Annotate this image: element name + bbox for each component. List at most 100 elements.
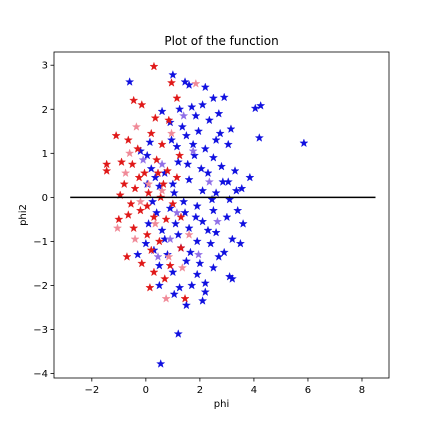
- scatter-point: [157, 185, 167, 195]
- scatter-point: [230, 166, 240, 175]
- scatter-point: [177, 122, 187, 131]
- scatter-point: [172, 172, 182, 182]
- scatter-point: [138, 155, 148, 164]
- scatter-point: [180, 208, 190, 217]
- scatter-point: [177, 263, 187, 272]
- scatter-point: [154, 260, 164, 270]
- scatter-point: [149, 212, 159, 222]
- scatter-point: [149, 61, 159, 71]
- scatter-point: [211, 188, 221, 197]
- scatter-point: [145, 282, 155, 292]
- scatter-point: [200, 144, 210, 153]
- y-tick-label: 0: [42, 193, 48, 204]
- scatter-point: [134, 172, 144, 182]
- scatter-point: [153, 168, 163, 178]
- scatter-point: [219, 247, 229, 257]
- scatter-point: [130, 234, 140, 244]
- scatter-point: [157, 225, 167, 235]
- scatter-point: [165, 260, 175, 270]
- scatter-point: [215, 128, 225, 138]
- scatter-point: [169, 289, 179, 299]
- scatter-point: [154, 280, 164, 290]
- scatter-point: [169, 188, 179, 197]
- scatter-point: [145, 137, 155, 147]
- scatter-point: [193, 126, 204, 136]
- scatter-point: [184, 80, 194, 89]
- scatter-point: [187, 102, 197, 111]
- scatter-point: [175, 282, 185, 292]
- scatter-point: [200, 287, 210, 296]
- scatter-point: [165, 234, 175, 244]
- scatter-point: [183, 159, 193, 169]
- scatter-point: [193, 249, 204, 259]
- scatter-point: [112, 223, 123, 233]
- scatter-point: [123, 210, 133, 219]
- scatter-point: [211, 135, 221, 144]
- scatter-point: [131, 122, 141, 131]
- scatter-point: [203, 168, 213, 178]
- scatter-point: [154, 236, 164, 246]
- scatter-point: [153, 252, 163, 261]
- scatter-point: [203, 225, 213, 235]
- scatter-point: [222, 212, 232, 222]
- scatter-point: [184, 223, 194, 233]
- scatter-point: [192, 201, 202, 211]
- x-tick-label: 4: [251, 385, 257, 396]
- scatter-point: [235, 238, 245, 248]
- scatter-point: [122, 252, 132, 261]
- scatter-point: [198, 185, 208, 195]
- scatter-point: [127, 159, 137, 169]
- scatter-point: [168, 267, 178, 277]
- scatter-point: [181, 130, 191, 140]
- scatter-point: [137, 258, 147, 268]
- scatter-point: [204, 115, 214, 125]
- scatter-point: [125, 148, 135, 158]
- scatter-point: [171, 219, 181, 228]
- scatter-point: [207, 194, 217, 204]
- x-tick-label: 0: [143, 385, 149, 396]
- scatter-point: [195, 258, 205, 268]
- scatter-point: [157, 139, 167, 149]
- scatter-point: [196, 163, 206, 173]
- scatter-point: [237, 183, 247, 193]
- scatter-point: [143, 179, 154, 189]
- scatter-point: [168, 199, 178, 208]
- scatter-point: [172, 141, 182, 151]
- scatter-point: [219, 92, 229, 102]
- scatter-point: [231, 185, 241, 195]
- scatter-point: [198, 100, 208, 109]
- y-axis-ticks: −4 −3 −2 −1 0 1 2 3: [33, 61, 54, 380]
- scatter-point: [150, 113, 160, 122]
- scatter-point: [176, 212, 186, 222]
- scatter-point: [165, 203, 175, 213]
- x-tick-label: 2: [197, 385, 203, 396]
- chart-title: Plot of the function: [164, 34, 278, 48]
- y-tick-label: −2: [33, 281, 48, 292]
- scatter-point: [200, 82, 210, 92]
- scatter-point: [164, 252, 174, 261]
- scatter-point: [160, 274, 170, 283]
- scatter-point: [166, 135, 177, 144]
- scatter-point: [133, 249, 143, 259]
- scatter-point: [102, 166, 112, 175]
- x-tick-label: −2: [84, 385, 99, 396]
- scatter-point: [227, 274, 237, 283]
- scatter-point: [172, 93, 182, 103]
- y-tick-label: −3: [33, 325, 48, 336]
- scatter-point: [125, 77, 135, 86]
- y-tick-label: 3: [42, 61, 48, 72]
- scatter-point: [157, 106, 167, 116]
- scatter-point: [141, 238, 151, 248]
- scatter-point: [150, 219, 160, 228]
- scatter-point: [188, 146, 198, 156]
- scatter-point: [179, 111, 189, 120]
- scatter-point: [161, 214, 171, 224]
- scatter-point: [157, 159, 167, 169]
- scatter-point: [175, 104, 185, 114]
- scatter-point: [198, 296, 208, 305]
- scatter-point: [206, 238, 216, 248]
- scatter-point: [191, 78, 201, 88]
- scatter-point: [208, 205, 218, 215]
- scatter-point: [173, 329, 183, 338]
